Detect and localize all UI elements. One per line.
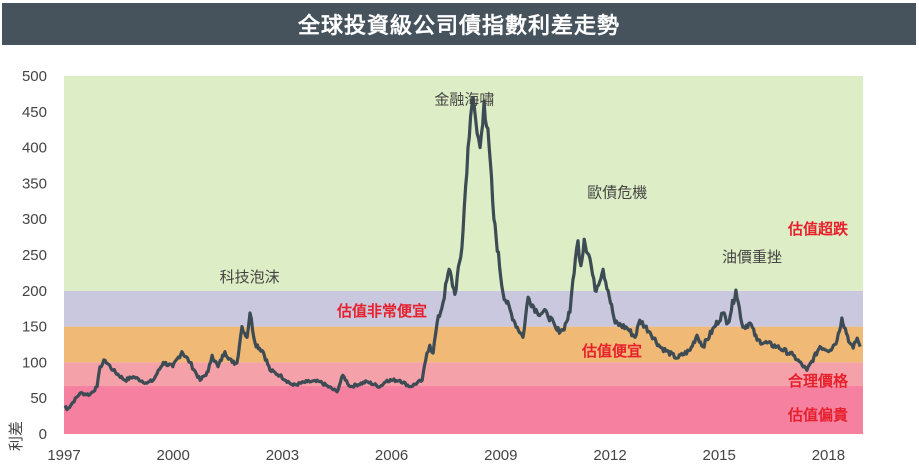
- band-3: [64, 290, 863, 327]
- x-tick-label: 2012: [593, 447, 626, 464]
- band-2: [64, 326, 863, 363]
- y-tick-label: 200: [22, 283, 47, 300]
- event-annotation-0: 科技泡沫: [220, 268, 280, 286]
- y-tick-label: 150: [22, 319, 47, 336]
- x-tick-label: 2003: [266, 447, 299, 464]
- zone-label-4: 估值超跌: [787, 220, 849, 238]
- band-1: [64, 362, 863, 387]
- x-tick-label: 2000: [157, 447, 190, 464]
- y-tick-label: 0: [39, 426, 47, 443]
- x-tick-label: 2018: [812, 447, 845, 464]
- x-tick-label: 2015: [703, 447, 736, 464]
- y-axis-label: 利差: [8, 421, 25, 451]
- zone-label-1: 合理價格: [787, 372, 849, 390]
- band-4: [64, 76, 863, 291]
- zone-label-2: 估值便宜: [581, 342, 642, 360]
- chart-title: 全球投資級公司債指數利差走勢: [2, 3, 916, 45]
- zone-label-3: 估值非常便宜: [336, 302, 427, 320]
- y-tick-label: 300: [22, 211, 47, 228]
- event-annotation-1: 金融海嘯: [434, 91, 494, 109]
- x-tick-label: 2009: [484, 447, 517, 464]
- y-tick-label: 450: [22, 104, 47, 121]
- x-tick-label: 1997: [47, 447, 80, 464]
- event-annotation-2: 歐債危機: [587, 184, 647, 202]
- series-line-spread: [63, 95, 862, 412]
- band-0: [64, 386, 863, 434]
- y-tick-label: 250: [22, 247, 47, 264]
- y-tick-label: 50: [30, 390, 47, 407]
- zone-label-0: 估值偏貴: [787, 406, 848, 424]
- y-tick-label: 500: [22, 68, 47, 85]
- y-tick-label: 350: [22, 175, 47, 192]
- y-tick-label: 400: [22, 140, 47, 157]
- y-tick-label: 100: [22, 354, 47, 371]
- x-tick-label: 2006: [375, 447, 408, 464]
- event-annotation-3: 油價重挫: [722, 248, 782, 266]
